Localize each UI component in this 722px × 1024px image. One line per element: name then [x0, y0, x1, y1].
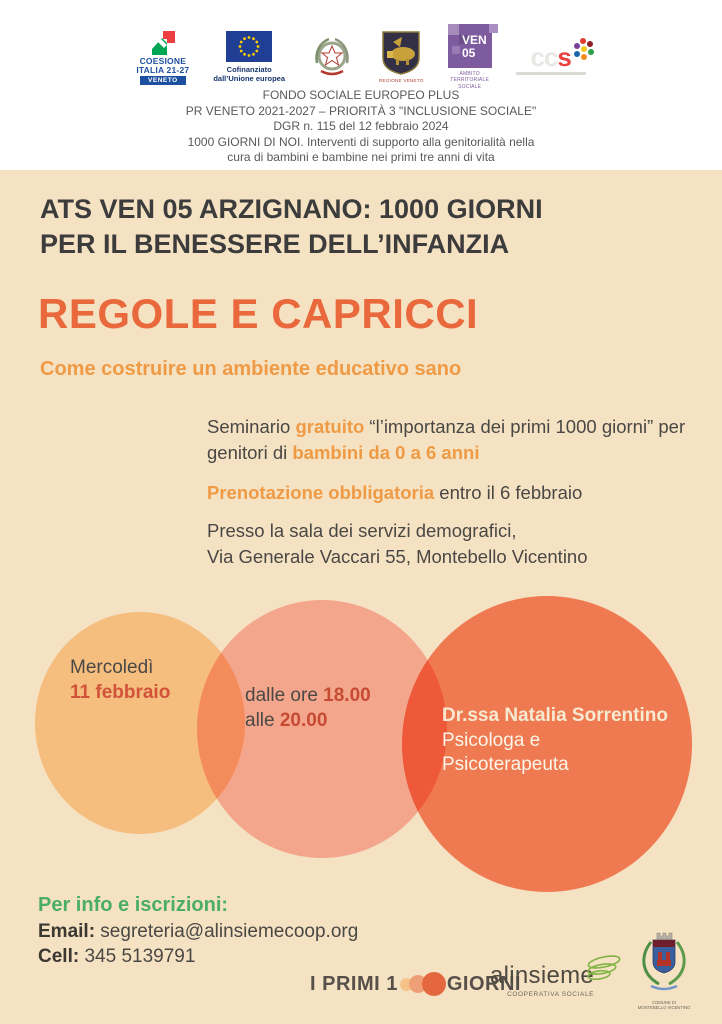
coesione-arrow-icon: [151, 30, 175, 55]
veneto-caption: REGIONE VENETO: [379, 78, 424, 84]
program-title-line2: PER IL BENESSERE DELL’INFANZIA: [40, 229, 510, 260]
regione-veneto-logo: REGIONE VENETO: [379, 30, 424, 83]
ven05-ats-logo: VEN 05 AMBITO TERRITORIALE SOCIALE: [447, 24, 498, 90]
eu-flag-icon: [226, 30, 273, 62]
funding-line: PR VENETO 2021-2027 – PRIORITÀ 3 "INCLUS…: [185, 103, 537, 118]
poster-body: ATS VEN 05 ARZIGNANO: 1000 GIORNI PER IL…: [0, 170, 722, 1024]
coesione-label-line2: ITALIA 21-27: [136, 64, 190, 75]
speaker-role-line2: Psicoterapeuta: [442, 754, 569, 776]
ven05-line1: VEN: [461, 33, 487, 47]
ccs-gray-letters: cc: [530, 42, 558, 73]
crest-caption: COMUNE DI MONTEBELLO VICENTINO: [637, 1000, 691, 1011]
veneto-lion-crest-icon: [382, 31, 421, 76]
speaker-role-line1: Psicologa e: [442, 729, 541, 751]
event-date: Mercoledì 11 febbraio: [70, 656, 170, 705]
i-primi-1000-giorni-logo: I PRIMI 1 GIORNI: [310, 972, 521, 996]
speaker-name: Dr.ssa Natalia Sorrentino: [442, 705, 668, 726]
time-start: 18.00: [323, 685, 371, 706]
comune-montebello-crest: COMUNE DI MONTEBELLO VICENTINO: [634, 932, 694, 1011]
cell-value: 345 5139791: [79, 946, 196, 968]
seminar-highlight-eta: bambini da 0 a 6 anni: [292, 441, 480, 463]
seminar-description: Seminario gratuito “l’importanza dei pri…: [207, 414, 687, 465]
speaker-info: Dr.ssa Natalia Sorrentino Psicologa e Ps…: [442, 704, 687, 778]
municipal-coat-of-arms-icon: [642, 932, 686, 991]
venue-address: Presso la sala dei servizi demografici, …: [207, 518, 687, 569]
primi-right-text: GIORNI: [446, 972, 521, 995]
contact-email: Email: segreteria@alinsiemecoop.org: [38, 919, 358, 944]
seminar-highlight-gratuito: gratuito: [295, 416, 365, 437]
italian-republic-emblem: [309, 33, 355, 81]
time-text: dalle ore: [245, 685, 324, 706]
alinsieme-name: alinsieme: [490, 962, 595, 989]
funding-line: 1000 GIORNI DI NOI. Interventi di suppor…: [187, 134, 535, 149]
event-date-value: 11 febbraio: [70, 681, 171, 703]
program-title: ATS VEN 05 ARZIGNANO: 1000 GIORNI PER IL…: [40, 192, 543, 262]
ven05-caption: AMBITO TERRITORIALE SOCIALE: [450, 71, 489, 90]
coesione-veneto-badge: VENETO: [140, 76, 186, 86]
time-end: 20.00: [279, 709, 328, 731]
eu-cofinanced-logo: Cofinanziato dall’Unione europea: [213, 30, 285, 84]
coesione-italia-logo: COESIONE ITALIA 21-27 VENETO: [136, 29, 189, 86]
booking-highlight: Prenotazione obbligatoria: [207, 482, 435, 503]
primi-left-text: I PRIMI 1: [310, 972, 398, 995]
ccs-caption-placeholder: [515, 72, 586, 76]
booking-note: Prenotazione obbligatoria entro il 6 feb…: [207, 480, 687, 506]
funding-line: cura di bambini e bambine nei primi tre …: [227, 150, 495, 165]
seminar-text: Seminario: [207, 416, 296, 437]
booking-deadline: entro il 6 febbraio: [434, 482, 583, 503]
contact-block: Per info e iscrizioni: Email: segreteria…: [38, 892, 358, 970]
funding-line: FONDO SOCIALE EUROPEO PLUS: [262, 88, 460, 102]
primi-circle-large-icon: [421, 972, 446, 996]
contact-phone: Cell: 345 5139791: [38, 944, 358, 969]
institutional-logo-row: COESIONE ITALIA 21-27 VENETO Cofinanziat…: [0, 24, 722, 90]
event-day: Mercoledì: [70, 657, 154, 678]
italy-emblem-icon: [315, 37, 349, 76]
ccs-logo: ccs: [515, 38, 594, 76]
header: COESIONE ITALIA 21-27 VENETO Cofinanziat…: [0, 0, 722, 170]
funding-line: DGR n. 115 del 12 febbraio 2024: [273, 119, 449, 134]
event-subtitle: Come costruire un ambiente educativo san…: [40, 358, 462, 380]
email-label: Email:: [38, 920, 96, 942]
ccs-red-letter: s: [557, 42, 572, 73]
cell-label: Cell:: [38, 946, 80, 968]
ccs-color-dots-icon: [572, 38, 596, 61]
program-title-line1: ATS VEN 05 ARZIGNANO: 1000 GIORNI: [40, 194, 543, 224]
eu-caption: Cofinanziato dall’Unione europea: [213, 64, 285, 83]
alinsieme-logo: alinsieme COOPERATIVA SOCIALE: [490, 955, 621, 998]
alinsieme-caption: COOPERATIVA SOCIALE: [507, 991, 595, 998]
email-value: segreteria@alinsiemecoop.org: [95, 920, 359, 942]
venue-line2: Via Generale Vaccari 55, Montebello Vice…: [207, 545, 588, 567]
event-headline: REGOLE E CAPRICCI: [38, 290, 479, 337]
funding-statement: FONDO SOCIALE EUROPEO PLUS PR VENETO 202…: [0, 88, 722, 166]
ven05-line2: 05: [461, 45, 476, 60]
coesione-label-line1: COESIONE: [139, 55, 187, 66]
contact-heading: Per info e iscrizioni:: [38, 894, 229, 916]
alinsieme-leaf-icon: [587, 955, 621, 981]
speaker-circle: [402, 596, 692, 892]
time-text: alle: [245, 709, 280, 731]
ven05-mosaic-icon: VEN 05: [447, 24, 498, 68]
seminar-text: “l’importanza dei primi 1000 giorni” per…: [207, 416, 686, 463]
event-time: dalle ore 18.00 alle 20.00: [245, 684, 371, 733]
venue-line1: Presso la sala dei servizi demografici,: [207, 520, 517, 541]
